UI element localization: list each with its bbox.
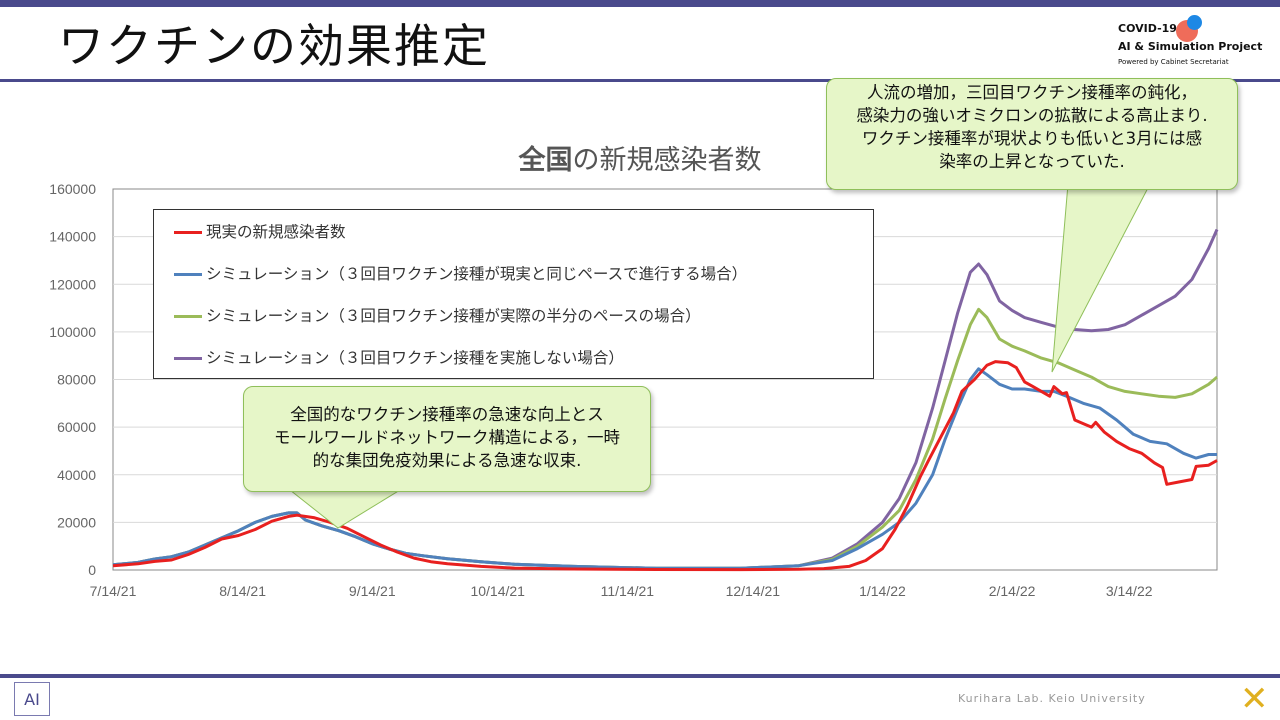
- legend-label: シミュレーション（３回目ワクチン接種が実際の半分のペースの場合）: [206, 307, 701, 325]
- x-tick-label: 8/14/21: [219, 583, 266, 599]
- annotation-line: ワクチン接種率が現状よりも低いと3月には感: [861, 129, 1203, 148]
- lab-logo: AI: [14, 682, 50, 716]
- annotation-line: 染率の上昇となっていた.: [939, 152, 1125, 171]
- x-tick-label: 2/14/22: [989, 583, 1036, 599]
- chart-title-rest: の新規感染者数: [572, 145, 762, 176]
- y-tick-label: 160000: [49, 181, 96, 197]
- project-logo: COVID-19 AI & Simulation Project Powered…: [1118, 15, 1273, 73]
- y-tick-label: 100000: [49, 324, 96, 340]
- legend-item-sim-half-pace: シミュレーション（３回目ワクチン接種が実際の半分のペースの場合）: [174, 304, 701, 326]
- annotation-line: 人流の増加，三回目ワクチン接種率の鈍化，: [867, 83, 1197, 102]
- logo-blue-dot: [1187, 15, 1202, 30]
- legend-swatch: [174, 357, 202, 360]
- annotation-line: モールワールドネットワーク構造による，一時: [273, 428, 620, 447]
- y-tick-label: 40000: [57, 467, 96, 483]
- cabinet-logo-icon: ✕: [1240, 679, 1269, 719]
- y-tick-label: 80000: [57, 372, 96, 388]
- logo-line2: AI & Simulation Project: [1118, 40, 1263, 53]
- title-divider: [0, 79, 1280, 82]
- x-tick-label: 3/14/22: [1106, 583, 1153, 599]
- x-tick-label: 10/14/21: [470, 583, 525, 599]
- y-tick-label: 140000: [49, 229, 96, 245]
- legend-swatch: [174, 231, 202, 234]
- y-tick-label: 120000: [49, 276, 96, 292]
- footer-credit: Kurihara Lab. Keio University: [958, 692, 1146, 705]
- legend-swatch: [174, 273, 202, 276]
- logo-line3: Powered by Cabinet Secretariat: [1118, 58, 1229, 66]
- legend-label: シミュレーション（３回目ワクチン接種が現実と同じペースで進行する場合）: [206, 265, 748, 283]
- x-tick-label: 11/14/21: [601, 583, 655, 599]
- y-tick-label: 0: [88, 562, 96, 578]
- logo-line1: COVID-19: [1118, 22, 1177, 35]
- legend-swatch: [174, 315, 202, 318]
- x-tick-label: 9/14/21: [349, 583, 396, 599]
- legend-label: 現実の新規感染者数: [206, 223, 346, 241]
- annotation-line: 感染力の強いオミクロンの拡散による高止まり.: [856, 106, 1208, 125]
- legend-item-actual: 現実の新規感染者数: [174, 220, 346, 242]
- chart-title: 全国の新規感染者数: [0, 138, 1280, 177]
- chart-legend: 現実の新規感染者数 シミュレーション（３回目ワクチン接種が現実と同じペースで進行…: [153, 209, 874, 379]
- legend-item-sim-no-booster: シミュレーション（３回目ワクチン接種を実施しない場合）: [174, 346, 624, 368]
- legend-item-sim-same-pace: シミュレーション（３回目ワクチン接種が現実と同じペースで進行する場合）: [174, 262, 747, 284]
- series-line-sim-same-pace: [112, 367, 1217, 570]
- annotation-omicron: 人流の増加，三回目ワクチン接種率の鈍化， 感染力の強いオミクロンの拡散による高止…: [826, 78, 1238, 190]
- annotation-line: 全国的なワクチン接種率の急速な向上とス: [290, 405, 604, 424]
- annotation-line: 的な集団免疫効果による急速な収束.: [312, 451, 582, 470]
- annotation-herd-immunity: 全国的なワクチン接種率の急速な向上とス モールワールドネットワーク構造による，一…: [243, 386, 651, 492]
- y-tick-label: 20000: [57, 514, 96, 530]
- top-accent-bar: [0, 0, 1280, 7]
- page-title: ワクチンの効果推定: [58, 19, 490, 73]
- x-tick-label: 7/14/21: [90, 583, 137, 599]
- chart-title-bold: 全国: [518, 145, 573, 176]
- x-tick-label: 12/14/21: [726, 583, 781, 599]
- x-tick-label: 1/14/22: [859, 583, 906, 599]
- y-tick-label: 60000: [57, 419, 96, 435]
- footer-divider: [0, 674, 1280, 678]
- legend-label: シミュレーション（３回目ワクチン接種を実施しない場合）: [206, 349, 624, 367]
